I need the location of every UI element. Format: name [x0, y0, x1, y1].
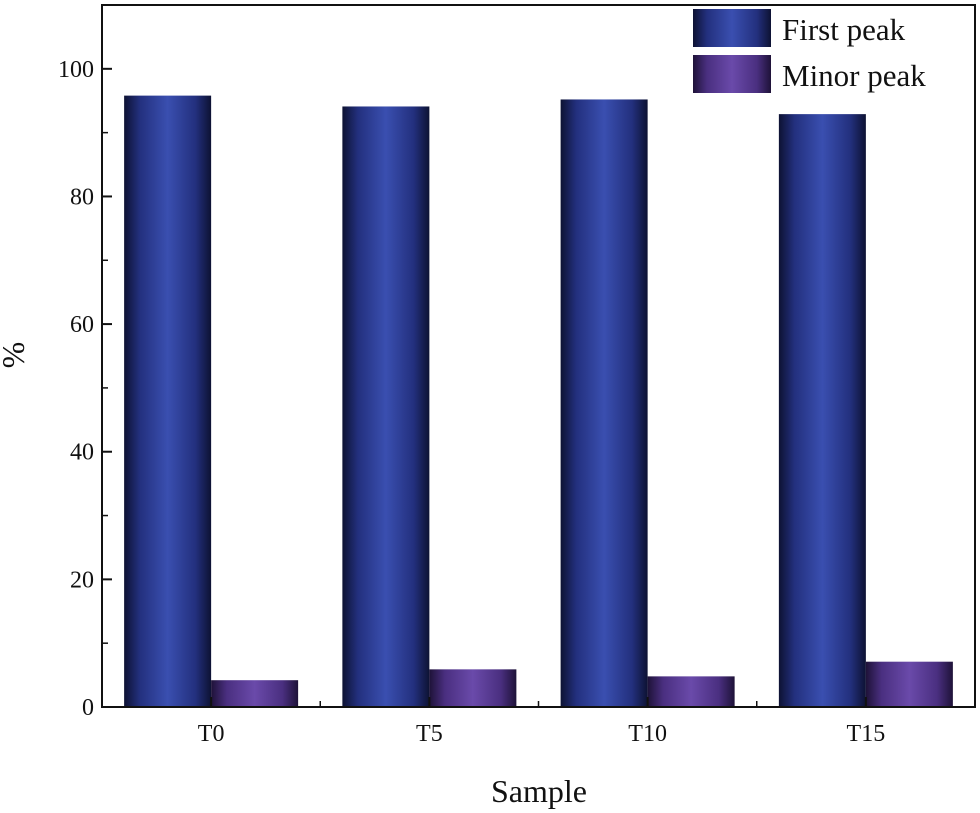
bars-layer — [124, 95, 953, 708]
legend: First peak Minor peak — [693, 9, 926, 93]
legend-label-first-peak: First peak — [782, 12, 906, 47]
legend-label-minor-peak: Minor peak — [782, 58, 926, 93]
bar-first-peak-t5 — [342, 106, 430, 708]
legend-swatch-minor-peak — [693, 55, 771, 93]
x-tick-label-t5: T5 — [416, 721, 443, 747]
axes-layer: 0 20 40 60 80 100 T0 T5 T10 T15 — [58, 4, 976, 747]
x-axis-title: Sample — [491, 773, 587, 809]
legend-swatch-first-peak — [693, 9, 771, 47]
bar-minor-peak-t15 — [865, 661, 953, 707]
y-tick-label-20: 20 — [70, 567, 94, 593]
y-axis-title: % — [0, 342, 31, 369]
bar-minor-peak-t5 — [429, 669, 517, 707]
y-tick-label-40: 40 — [70, 440, 94, 466]
y-tick-label-100: 100 — [58, 57, 94, 83]
x-tick-label-t10: T10 — [628, 721, 667, 747]
bar-first-peak-t15 — [778, 114, 866, 707]
bar-minor-peak-t10 — [647, 676, 735, 707]
bar-first-peak-t0 — [124, 95, 212, 707]
y-tick-label-60: 60 — [70, 312, 94, 338]
bar-minor-peak-t0 — [211, 680, 299, 707]
y-tick-label-80: 80 — [70, 184, 94, 210]
y-tick-label-0: 0 — [82, 695, 94, 721]
x-tick-label-t15: T15 — [847, 721, 886, 747]
x-tick-label-t0: T0 — [198, 721, 225, 747]
bar-first-peak-t10 — [560, 99, 648, 707]
